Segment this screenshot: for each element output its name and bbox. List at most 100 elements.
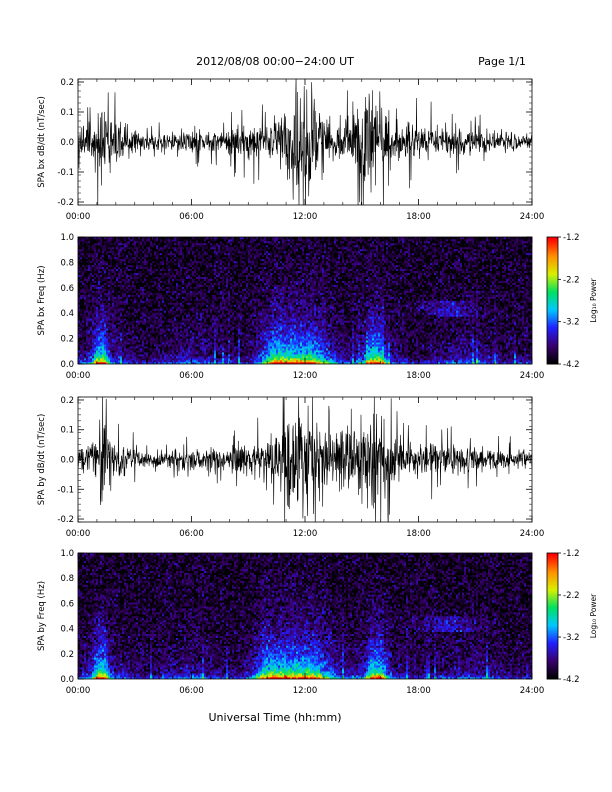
spectrogram-cell — [228, 270, 231, 274]
spectrogram-cell — [162, 302, 165, 305]
spectrogram-cell — [146, 346, 149, 349]
spectrogram-cell — [132, 252, 135, 256]
spectrogram-cell — [104, 358, 107, 361]
spectrogram-cell — [92, 328, 95, 331]
spectrogram-cell — [118, 312, 121, 315]
spectrogram-cell — [138, 306, 141, 309]
spectrogram-cell — [192, 330, 195, 333]
spectrogram-cell — [174, 320, 177, 323]
spectrogram-cell — [136, 332, 139, 335]
spectrogram-cell — [114, 250, 117, 254]
spectrogram-cell — [190, 250, 193, 254]
spectrogram-cell — [130, 304, 133, 307]
spectrogram-cell — [88, 304, 91, 307]
spectrogram-cell — [220, 266, 223, 270]
spectrogram-cell — [202, 264, 205, 268]
spectrogram-cell — [152, 304, 155, 307]
spectrogram-cell — [172, 308, 175, 311]
spectrogram-cell — [186, 322, 189, 325]
spectrogram-cell — [176, 312, 179, 315]
spectrogram-cell — [124, 334, 127, 337]
spectrogram-cell — [126, 352, 129, 355]
spectrogram-cell — [134, 350, 137, 353]
spectrogram-cell — [190, 246, 193, 250]
spectrogram-cell — [162, 272, 165, 275]
spectrogram-cell — [174, 328, 177, 331]
spectrogram-cell — [144, 274, 147, 277]
spectrogram-cell — [154, 330, 157, 333]
spectrogram-cell — [110, 326, 113, 329]
spectrogram-cell — [194, 256, 197, 260]
spectrogram-cell — [86, 346, 89, 349]
spectrogram-cell — [130, 282, 133, 285]
spectrogram-cell — [170, 354, 173, 357]
spectrogram-cell — [202, 254, 205, 258]
spectrogram-cell — [144, 322, 147, 325]
spectrogram-cell — [180, 246, 183, 250]
spectrogram-cell — [210, 244, 213, 248]
spectrogram-cell — [174, 308, 177, 311]
spectrogram-cell — [86, 284, 89, 287]
spectrogram-cell — [96, 258, 99, 262]
spectrogram-cell — [144, 338, 147, 341]
spectrogram-cell — [214, 264, 217, 268]
spectrogram-cell — [106, 310, 109, 313]
spectrogram-cell — [176, 290, 179, 293]
spectrogram-cell — [124, 332, 127, 335]
spectrogram-cell — [156, 328, 159, 331]
spectrogram-cell — [102, 244, 105, 248]
spectrogram-cell — [224, 244, 227, 248]
spectrogram-cell — [142, 356, 145, 359]
spectrogram-cell — [156, 268, 159, 272]
spectrogram-cell — [160, 274, 163, 277]
spectrogram-cell — [184, 244, 187, 248]
spectrogram-cell — [178, 294, 181, 297]
spectrogram-cell — [88, 336, 91, 339]
spectrogram-cell — [134, 348, 137, 351]
spectrogram-cell — [188, 306, 191, 309]
spectrogram-cell — [168, 258, 171, 262]
spectrogram-cell — [206, 320, 209, 323]
spectrogram-cell — [184, 278, 187, 281]
spectrogram-cell — [202, 356, 205, 359]
spectrogram-cell — [210, 348, 213, 351]
spectrogram-cell — [132, 352, 135, 355]
spectrogram-cell — [92, 260, 95, 264]
spectrogram-cell — [224, 242, 227, 246]
spectrogram-cell — [158, 334, 161, 337]
spectrogram-cell — [80, 258, 83, 262]
spectrogram-cell — [202, 336, 205, 339]
spectrogram-cell — [82, 296, 85, 299]
spectrogram-cell — [184, 292, 187, 295]
spectrogram-cell — [180, 336, 183, 339]
spectrogram-cell — [220, 246, 223, 250]
spectrogram-cell — [170, 280, 173, 283]
spectrogram-cell — [90, 304, 93, 307]
spectrogram-cell — [86, 237, 89, 240]
spectrogram-cell — [106, 304, 109, 307]
spectrogram-cell — [222, 266, 225, 270]
spectrogram-cell — [106, 314, 109, 317]
spectrogram-cell — [130, 238, 133, 242]
spectrogram-cell — [100, 316, 103, 319]
spectrogram-cell — [160, 302, 163, 305]
spectrogram-cell — [98, 318, 101, 321]
spectrogram-cell — [86, 300, 89, 303]
spectrogram-cell — [166, 306, 169, 309]
spectrogram-cell — [162, 268, 165, 272]
spectrogram-cell — [104, 310, 107, 313]
spectrogram-cell — [162, 262, 165, 266]
spectrogram-cell — [114, 274, 117, 277]
spectrogram-cell — [150, 360, 153, 363]
spectrogram-cell — [190, 330, 193, 333]
spectrogram-cell — [160, 312, 163, 315]
spectrogram-cell — [216, 324, 219, 327]
spectrogram-cell — [182, 274, 185, 277]
spectrogram-cell — [146, 358, 149, 361]
spectrogram-cell — [94, 296, 97, 299]
spectrogram-cell — [160, 282, 163, 285]
spectrogram-cell — [110, 248, 113, 252]
spectrogram-cell — [210, 252, 213, 256]
spectrogram-cell — [192, 242, 195, 246]
spectrogram-cell — [204, 260, 207, 264]
